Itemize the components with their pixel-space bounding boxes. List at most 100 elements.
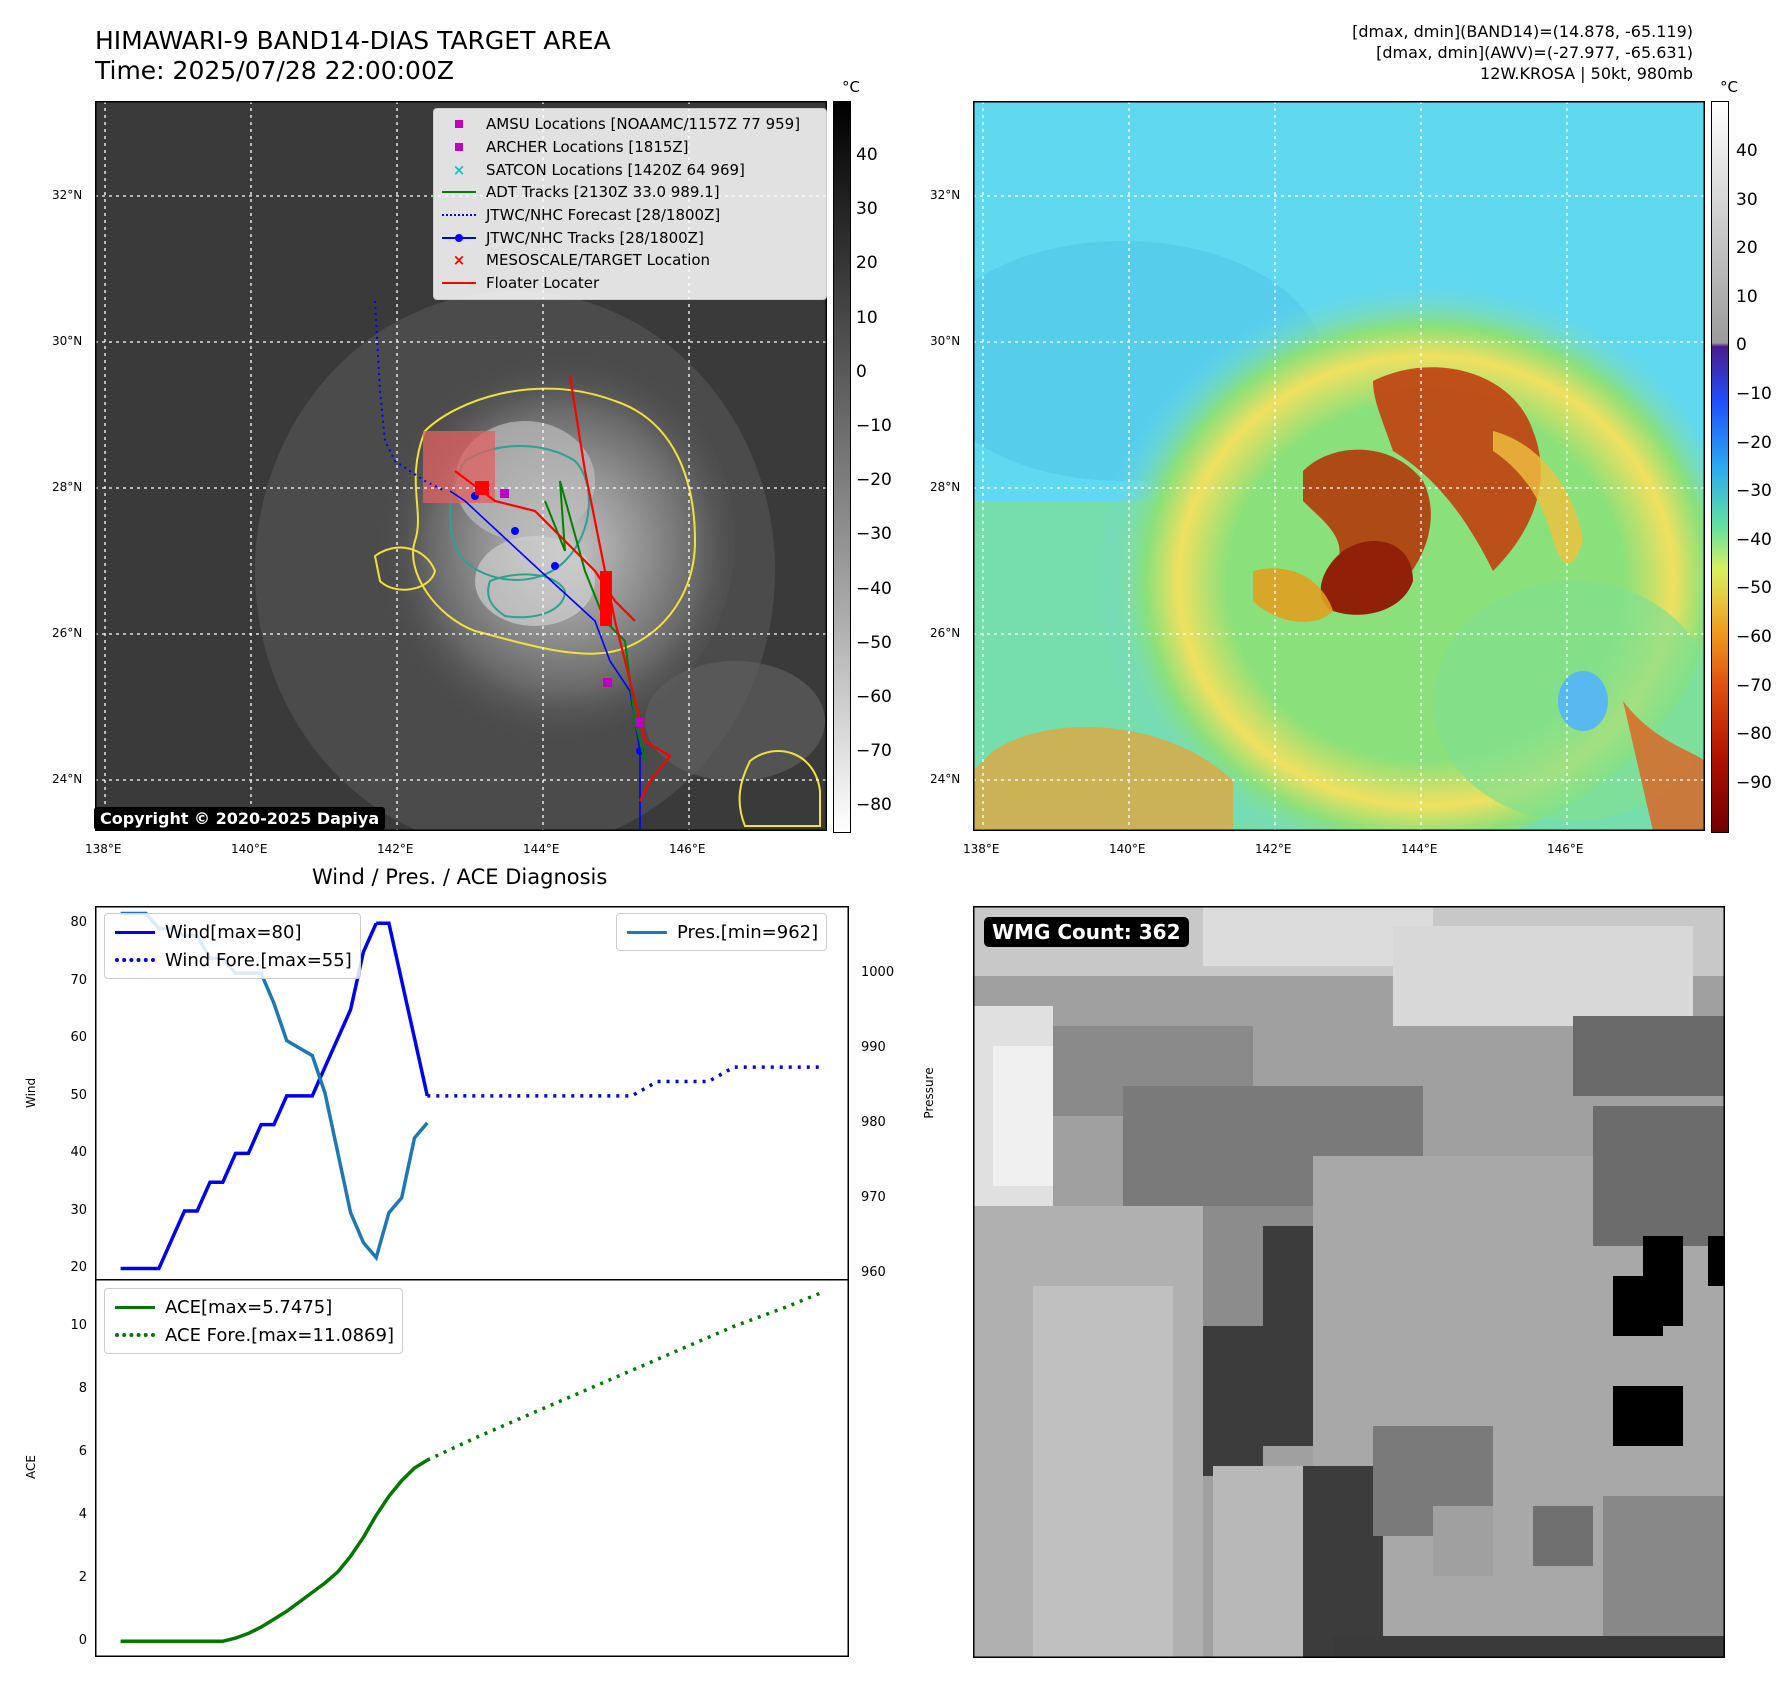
wv-colorbar-tick: −60 [1736, 627, 1772, 647]
y-right-tick-label: 980 [861, 1114, 886, 1130]
y-tick-label: 40 [70, 1145, 87, 1161]
wv-colorbar-tick: 20 [1736, 238, 1758, 259]
y-right-tick-label: 990 [861, 1040, 886, 1056]
y-tick-label: 60 [70, 1030, 87, 1046]
solid-line-icon [113, 1299, 157, 1315]
x-marker-icon: × [452, 251, 466, 270]
amsu-point [603, 678, 612, 687]
wv-colorbar [1711, 101, 1729, 833]
ir-colorbar [833, 101, 851, 833]
ir-lon-label: 146°E [669, 842, 706, 856]
y-right-tick-label: 1000 [861, 965, 895, 981]
wv-lat-label: 28°N [930, 480, 961, 494]
ir-colorbar-tick: 30 [856, 199, 878, 220]
wv-satellite-map [973, 101, 1705, 831]
archer-point [635, 718, 644, 727]
ir-colorbar-tick: −10 [856, 416, 892, 436]
figure-title-line2: Time: 2025/07/28 22:00:00Z [95, 56, 454, 85]
wv-lat-label: 24°N [930, 772, 961, 786]
ir-colorbar-tick: 0 [856, 361, 867, 382]
series-line-1 [376, 921, 430, 1097]
wv-lat-label: 30°N [930, 334, 961, 348]
y-tick-label: 20 [70, 1260, 87, 1276]
wv-lon-label: 142°E [1255, 842, 1292, 856]
ir-lon-label: 144°E [523, 842, 560, 856]
ir-colorbar-tick: −30 [856, 524, 892, 545]
wv-colorbar-tick: −40 [1736, 529, 1772, 550]
series-line-1 [426, 1290, 825, 1462]
wv-lon-label: 140°E [1109, 842, 1146, 856]
wv-lat-label: 26°N [930, 626, 961, 640]
y-tick-label: 50 [70, 1087, 87, 1103]
info-line3: 12W.KROSA | 50kt, 980mb [1480, 64, 1693, 83]
pressure-axis-label: Pressure [922, 1067, 936, 1119]
wind-legend: Wind[max=80] Wind Fore.[max=55] [104, 913, 361, 979]
ir-lat-label: 32°N [52, 188, 83, 202]
wv-colorbar-tick: 40 [1736, 141, 1758, 161]
yellow-contour [412, 387, 697, 655]
wv-colorbar-tick: −90 [1736, 772, 1772, 793]
y-right-tick-label: 960 [861, 1264, 886, 1280]
y-tick-label: 0 [78, 1633, 87, 1649]
ir-colorbar-tick: 10 [856, 307, 878, 328]
x-marker-icon: × [452, 160, 466, 179]
wv-colorbar-tick: −50 [1736, 578, 1772, 599]
legend-item-ace: ACE[max=5.7475] [113, 1293, 394, 1321]
map-legend: AMSU Locations [NOAAMC/1157Z 77 959] ARC… [433, 108, 827, 300]
line-dot-icon [440, 230, 478, 246]
wv-lon-label: 146°E [1547, 842, 1584, 856]
legend-item-adt: ADT Tracks [2130Z 33.0 989.1] [440, 181, 820, 204]
legend-item-floater: Floater Locater [440, 272, 820, 295]
wv-colorbar-tick: −30 [1736, 481, 1772, 502]
copyright-badge: Copyright © 2020-2025 Dapiya [94, 807, 386, 830]
legend-item-pressure: Pres.[min=962] [625, 918, 818, 946]
ace-axis-label: ACE [24, 1455, 38, 1479]
y-tick-label: 8 [78, 1381, 87, 1397]
wv-colorbar-tick: 0 [1736, 335, 1747, 356]
y-right-tick-label: 970 [861, 1189, 886, 1205]
y-tick-label: 6 [78, 1444, 87, 1460]
y-tick-label: 2 [78, 1570, 87, 1586]
jtwc-track [449, 490, 641, 831]
y-tick-label: 70 [70, 972, 87, 988]
floater-track [568, 375, 672, 802]
legend-item-satcon: × SATCON Locations [1420Z 64 969] [440, 158, 820, 181]
wv-lon-label: 138°E [963, 842, 1000, 856]
wmg-grid-image [973, 906, 1725, 1658]
ir-colorbar-unit: °C [842, 78, 860, 96]
dotted-line-icon [113, 1327, 157, 1343]
ir-lat-label: 24°N [52, 772, 83, 786]
dotted-line-icon [113, 952, 157, 968]
ace-legend: ACE[max=5.7475] ACE Fore.[max=11.0869] [104, 1288, 403, 1354]
y-tick-label: 4 [78, 1507, 87, 1523]
wv-colorbar-tick: −80 [1736, 724, 1772, 745]
solid-line-icon [440, 275, 478, 291]
y-tick-label: 80 [70, 915, 87, 931]
mesoscale-points [475, 481, 612, 626]
ir-colorbar-tick: −60 [856, 687, 892, 707]
ir-colorbar-tick: −40 [856, 578, 892, 599]
ir-colorbar-tick: 20 [856, 253, 878, 274]
wind-axis-label: Wind [24, 1077, 38, 1108]
figure-title-line1: HIMAWARI-9 BAND14-DIAS TARGET AREA [95, 26, 611, 55]
legend-item-wind: Wind[max=80] [113, 918, 352, 946]
wv-lon-label: 144°E [1401, 842, 1438, 856]
square-marker-icon [440, 116, 478, 132]
ir-lon-label: 140°E [231, 842, 268, 856]
ir-lat-label: 30°N [52, 334, 83, 348]
wv-colorbar-tick: 10 [1736, 286, 1758, 307]
map-gridlines [973, 101, 1705, 831]
legend-item-amsu: AMSU Locations [NOAAMC/1157Z 77 959] [440, 113, 820, 136]
diagnosis-title: Wind / Pres. / ACE Diagnosis [312, 865, 608, 889]
legend-item-jtwc-forecast: JTWC/NHC Forecast [28/1800Z] [440, 204, 820, 227]
ir-colorbar-tick: −70 [856, 741, 892, 762]
ir-colorbar-tick: −20 [856, 470, 892, 491]
legend-item-mesoscale: × MESOSCALE/TARGET Location [440, 249, 820, 272]
y-tick-label: 30 [70, 1202, 87, 1218]
legend-item-archer: ARCHER Locations [1815Z] [440, 136, 820, 159]
wv-colorbar-tick: −70 [1736, 675, 1772, 696]
legend-item-ace-forecast: ACE Fore.[max=11.0869] [113, 1321, 394, 1349]
wv-lat-label: 32°N [930, 188, 961, 202]
wv-colorbar-unit: °C [1720, 78, 1738, 96]
ir-colorbar-tick: −80 [856, 795, 892, 816]
